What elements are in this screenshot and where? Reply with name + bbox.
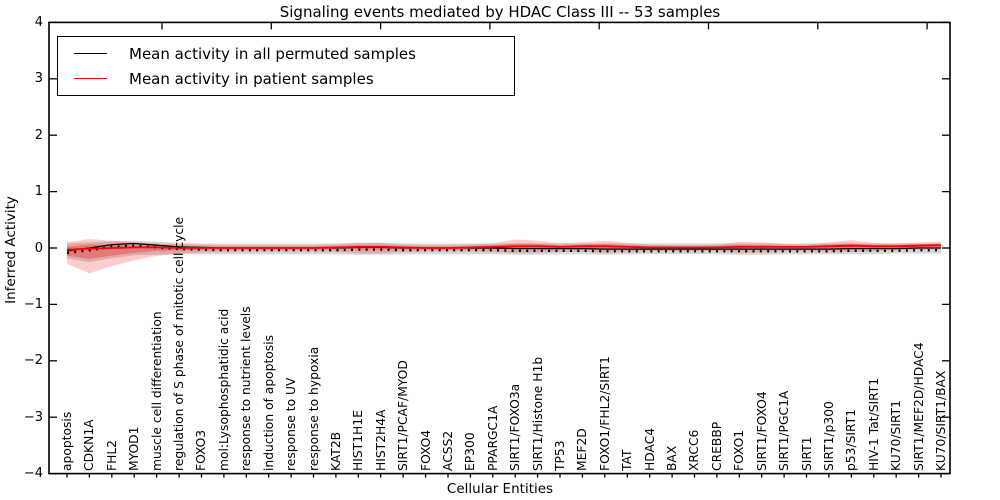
x-tick-label: HIST2H4A	[373, 409, 388, 471]
x-tick-label: SIRT1	[799, 436, 814, 471]
x-tick-label: XRCC6	[687, 429, 702, 471]
x-tick-label: FOXO1/FHL2/SIRT1	[597, 355, 612, 471]
x-tick-label: induction of apoptosis	[261, 334, 276, 471]
x-tick-label: SIRT1/MEF2D/HDAC4	[911, 342, 926, 471]
x-tick-label: ACSS2	[440, 430, 455, 471]
chart-title: Signaling events mediated by HDAC Class …	[279, 3, 721, 21]
x-tick-label: KU70/SIRT1/BAX	[933, 370, 948, 471]
x-tick-label: SIRT1/FOXO4	[754, 390, 769, 471]
x-axis-label: Cellular Entities	[446, 481, 554, 497]
x-tick-label: mol:Lysophosphatidic acid	[216, 308, 231, 471]
y-tick-label: 1	[34, 184, 43, 200]
x-tick-label: SIRT1/FOXO3a	[508, 383, 523, 471]
x-tick-label: muscle cell differentiation	[149, 310, 164, 471]
x-tick-label: BAX	[665, 445, 680, 471]
x-tick-label: FOXO1	[732, 429, 747, 471]
x-tick-label: EP300	[463, 431, 478, 471]
x-tick-label: TP53	[553, 440, 568, 471]
y-tick-label: −3	[23, 409, 43, 425]
legend-row-patient: Mean activity in patient samples	[74, 70, 514, 88]
y-tick-label: 3	[34, 71, 43, 87]
y-tick-label: −1	[23, 296, 43, 312]
x-tick-label: HIST1H1E	[351, 409, 366, 471]
y-tick-label: 0	[34, 240, 43, 256]
x-tick-label: response to hypoxia	[306, 346, 321, 471]
x-tick-label: KAT2B	[328, 431, 343, 471]
x-tick-label: SIRT1/PGC1A	[777, 390, 792, 471]
permuted-marker-dots	[66, 244, 941, 255]
x-tick-label: SIRT1/Histone H1b	[530, 356, 545, 471]
x-tick-label: p53/SIRT1	[844, 408, 859, 471]
x-tick-label: KU70/SIRT1	[889, 399, 904, 471]
legend-box: Mean activity in all permuted samples Me…	[57, 36, 515, 96]
x-tick-label: response to UV	[284, 377, 299, 471]
x-tick-label: CREBBP	[709, 421, 724, 471]
legend-line-permuted	[74, 53, 107, 54]
x-tick-label: HIV-1 Tat/SIRT1	[866, 377, 881, 471]
x-tick-label: SIRT1/p300	[821, 400, 836, 471]
legend-line-patient	[74, 78, 107, 79]
patient-mean-line	[66, 244, 942, 251]
x-tick-label: CDKN1A	[82, 419, 97, 471]
legend-label-patient: Mean activity in patient samples	[129, 69, 374, 88]
y-tick-label: 2	[34, 127, 43, 143]
band-permuted-spread	[67, 240, 941, 263]
x-tick-label: regulation of S phase of mitotic cell cy…	[172, 216, 187, 471]
x-tick-label: FOXO3	[194, 429, 209, 471]
x-tick-label: HDAC4	[642, 427, 657, 471]
axis-ticks	[49, 21, 950, 478]
x-tick-label: SIRT1/PCAF/MYOD	[396, 359, 411, 471]
x-tick-label: PPARGC1A	[485, 405, 500, 471]
legend-row-permuted: Mean activity in all permuted samples	[74, 45, 514, 63]
x-tick-label: MYOD1	[127, 426, 142, 471]
y-tick-label: 4	[34, 14, 43, 30]
y-tick-label: −2	[23, 353, 43, 369]
x-tick-label: FHL2	[104, 439, 119, 471]
legend-label-permuted: Mean activity in all permuted samples	[129, 44, 416, 63]
y-tick-label: −4	[23, 466, 43, 482]
x-tick-label: apoptosis	[60, 411, 74, 471]
x-tick-label: FOXO4	[418, 429, 433, 471]
x-tick-label: response to nutrient levels	[239, 305, 254, 471]
x-tick-label: TAT	[620, 449, 635, 471]
x-tick-label: MEF2D	[575, 427, 590, 471]
